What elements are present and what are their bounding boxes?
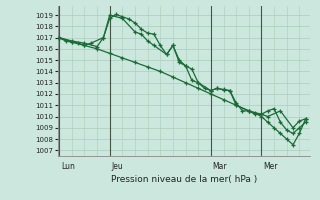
Text: Jeu: Jeu <box>111 162 123 171</box>
X-axis label: Pression niveau de la mer( hPa ): Pression niveau de la mer( hPa ) <box>111 175 257 184</box>
Text: Lun: Lun <box>61 162 75 171</box>
Text: Mer: Mer <box>263 162 277 171</box>
Text: Mar: Mar <box>212 162 227 171</box>
